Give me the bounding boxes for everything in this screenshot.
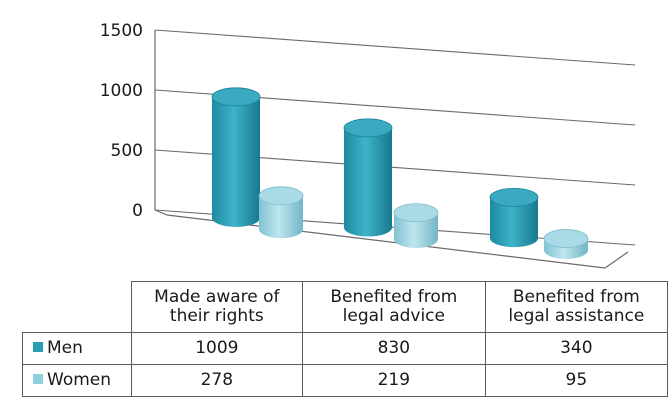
value-cell-men-3: 340 — [484, 332, 668, 365]
bar-women-3 — [543, 229, 589, 259]
table-header-row: Made aware of their rights Benefited fro… — [22, 281, 668, 333]
bar-top-men-3 — [489, 187, 539, 207]
legend-swatch-women — [33, 374, 43, 384]
bar-men-1 — [211, 87, 261, 227]
bar-top-women-1 — [258, 186, 304, 206]
value-cell-women-3: 95 — [484, 364, 668, 397]
y-tick-label-0: 0 — [132, 201, 143, 221]
bar-men-2 — [343, 118, 393, 237]
category-1-line-2: their rights — [169, 306, 264, 326]
legend-key-women: Women — [22, 364, 132, 397]
bar-women-1 — [258, 186, 304, 239]
legend-label-men: Men — [47, 338, 83, 358]
category-1-line-1: Made aware of — [154, 287, 280, 307]
value-cell-men-1: 1009 — [130, 332, 304, 365]
bar-top-men-1 — [211, 87, 261, 107]
bar-women-2 — [393, 203, 439, 249]
category-3-line-2: legal assistance — [508, 306, 645, 326]
bar-body-men-3 — [490, 197, 538, 248]
floor-right-edge — [604, 251, 629, 269]
bar-body-women-2 — [394, 212, 438, 249]
bar-top-women-3 — [543, 229, 589, 248]
category-header-1: Made aware of their rights — [130, 281, 304, 333]
category-2-line-1: Benefited from — [330, 287, 458, 307]
legend-key-men: Men — [22, 332, 132, 365]
category-header-2: Benefited from legal advice — [302, 281, 486, 333]
floor-left-edge — [154, 209, 168, 216]
value-cell-men-2: 830 — [302, 332, 486, 365]
bar-body-men-2 — [344, 127, 392, 237]
table-row-men: Men 1009 830 340 — [22, 332, 668, 365]
bar-men-3 — [489, 187, 539, 248]
y-tick-label-1500: 1500 — [100, 21, 143, 41]
legend-label-women: Women — [47, 370, 112, 390]
data-table: Made aware of their rights Benefited fro… — [22, 281, 668, 397]
table-corner-cell — [22, 281, 132, 333]
category-3-line-1: Benefited from — [512, 287, 640, 307]
bar-body-women-1 — [259, 195, 303, 239]
bar-top-men-2 — [343, 118, 393, 138]
gridline-1500 — [154, 29, 636, 66]
category-header-3: Benefited from legal assistance — [484, 281, 668, 333]
y-axis-ticks: 0 500 1000 1500 — [100, 21, 143, 221]
category-2-line-2: legal advice — [342, 306, 445, 326]
y-tick-label-500: 500 — [111, 141, 143, 161]
value-cell-women-1: 278 — [130, 364, 304, 397]
value-cell-women-2: 219 — [302, 364, 486, 397]
bars — [211, 87, 589, 259]
bar-top-women-2 — [393, 203, 439, 223]
legend-swatch-men — [33, 342, 43, 352]
y-tick-label-1000: 1000 — [100, 81, 143, 101]
table-row-women: Women 278 219 95 — [22, 364, 668, 397]
bar-body-men-1 — [212, 96, 260, 227]
